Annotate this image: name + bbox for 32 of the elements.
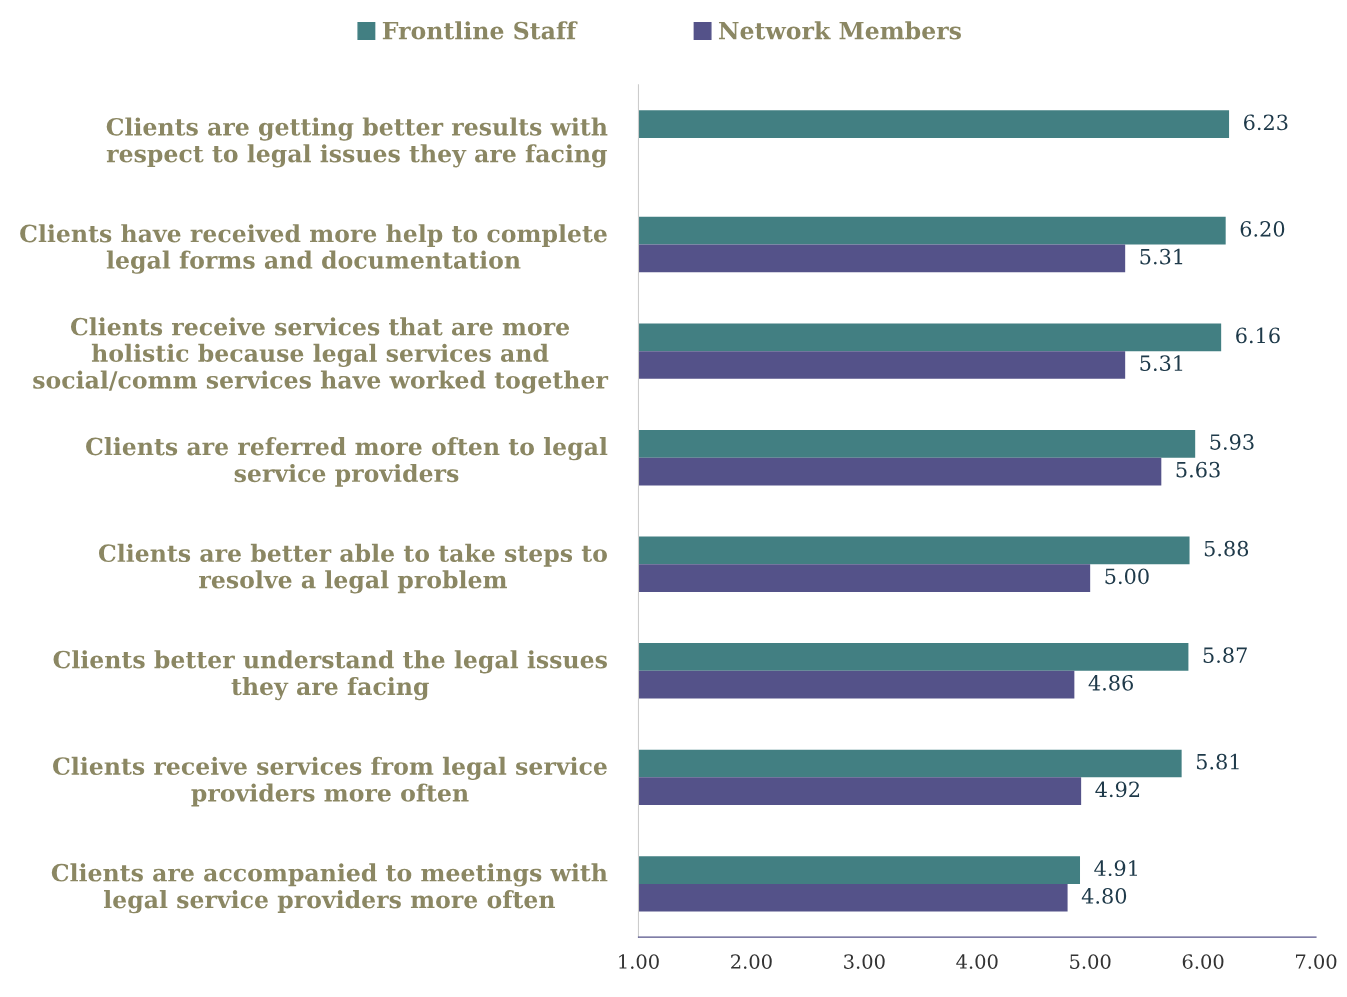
data-label: 4.92: [1095, 781, 1140, 798]
data-label: 5.88: [1204, 540, 1249, 557]
data-label: 6.23: [1244, 114, 1288, 131]
y-tick-label: Clients are referred more often to legal service providers: [86, 437, 608, 487]
legend-label: Network Members: [718, 21, 961, 40]
data-label: 4.91: [1094, 860, 1137, 877]
data-label: 5.31: [1140, 355, 1183, 372]
data-label: 5.00: [1105, 568, 1149, 585]
y-tick-label: Clients receive services that are more holistic because legal services and social/comm services have worked together: [33, 317, 609, 394]
data-label: 5.87: [1203, 647, 1247, 663]
data-label: 5.63: [1176, 461, 1220, 478]
x-tick-label: 6.00: [1182, 954, 1224, 969]
data-label: 4.80: [1081, 888, 1127, 904]
data-label: 4.86: [1088, 674, 1133, 691]
y-tick-label: Clients have received more help to complete legal forms and documentation: [20, 224, 607, 274]
data-label: 5.93: [1210, 434, 1254, 450]
y-tick-label: Clients receive services from legal service providers more often: [53, 756, 607, 807]
x-tick-label: 1.00: [619, 954, 659, 969]
x-tick-label: 7.00: [1296, 954, 1337, 969]
legend-label: Frontline Staff: [382, 21, 578, 40]
x-tick-label: 3.00: [844, 954, 885, 969]
x-tick-label: 2.00: [731, 954, 772, 969]
x-tick-label: 5.00: [1070, 954, 1111, 969]
y-tick-label: Clients better understand the legal issues they are facing: [53, 650, 607, 701]
x-tick-label: 4.00: [956, 954, 998, 969]
data-label: 6.16: [1236, 327, 1280, 344]
data-label: 5.81: [1196, 753, 1239, 770]
y-tick-label: Clients are getting better results with respect to legal issues they are facing: [106, 117, 608, 168]
y-tick-label: Clients are better able to take steps to resolve a legal problem: [98, 543, 607, 594]
data-label: 6.20: [1240, 221, 1285, 237]
data-label: 5.31: [1140, 248, 1183, 265]
y-tick-label: Clients are accompanied to meetings with legal service providers more often: [51, 863, 608, 914]
